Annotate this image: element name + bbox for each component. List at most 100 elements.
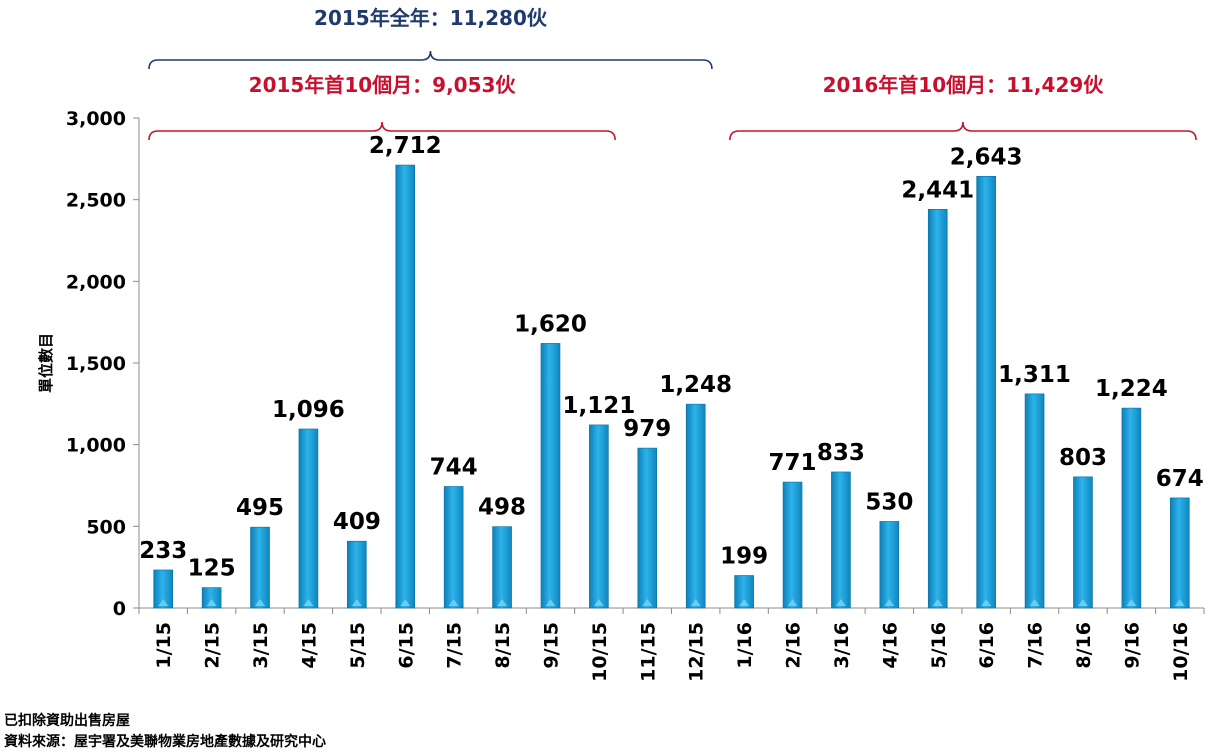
data-label: 199 (720, 543, 768, 569)
bar (1169, 497, 1190, 609)
bar-base-bevel (400, 599, 411, 606)
bar (153, 569, 174, 609)
data-label: 744 (430, 454, 478, 480)
bar-base-bevel (1174, 599, 1185, 606)
bar-base-bevel (642, 599, 653, 606)
bar (1024, 393, 1045, 609)
bar (831, 471, 851, 609)
data-label: 1,121 (563, 393, 636, 419)
y-axis-title: 單位數目 (37, 333, 55, 393)
y-tick-label: 2,500 (66, 190, 126, 212)
bar (976, 176, 996, 609)
y-tick-label: 1,500 (66, 353, 126, 375)
bar-base-bevel (206, 599, 217, 606)
x-tick-label: 9/16 (1121, 622, 1143, 669)
bar (492, 526, 512, 609)
bar (298, 428, 319, 609)
x-tick-label: 2/15 (202, 622, 224, 669)
bar (443, 486, 464, 609)
bar-base-bevel (835, 599, 846, 606)
data-label: 2,643 (950, 144, 1023, 170)
bar (395, 164, 416, 609)
data-label: 833 (817, 440, 865, 466)
bar-chart: 0 500 1,000 1,500 2,000 2,500 3,000 單位數目 233 1/1… (37, 6, 1205, 682)
bar (589, 424, 609, 609)
footnote-note: 已扣除資助出售房屋 (4, 713, 130, 729)
annotation-label: 2015年全年：11,280伙 (314, 6, 548, 30)
x-tick-label: 12/15 (686, 622, 708, 682)
bar-base-bevel (1029, 599, 1040, 606)
data-label: 1,224 (1095, 376, 1168, 402)
data-label: 498 (478, 495, 526, 521)
x-tick-label: 3/16 (831, 622, 853, 669)
bar-base-bevel (545, 599, 556, 606)
annotation-brace (729, 121, 1197, 141)
bar-base-bevel (739, 599, 750, 606)
x-tick-label: 4/16 (879, 622, 901, 669)
data-label: 1,620 (514, 311, 587, 337)
bar (637, 447, 658, 609)
bar-base-bevel (932, 599, 943, 606)
annotation-label: 2016年首10個月：11,429伙 (823, 73, 1105, 97)
data-label: 409 (333, 509, 381, 535)
bar-base-bevel (158, 599, 169, 606)
bar (540, 343, 561, 609)
x-tick-label: 6/16 (976, 622, 998, 669)
bar-base-bevel (593, 599, 604, 606)
x-tick-label: 10/16 (1170, 622, 1192, 682)
data-label: 674 (1156, 466, 1204, 492)
bar (201, 587, 222, 609)
data-label: 1,311 (998, 362, 1071, 388)
x-tick-label: 10/15 (589, 622, 611, 682)
data-label: 803 (1059, 445, 1107, 471)
x-tick-label: 5/15 (347, 622, 369, 669)
bar-base-bevel (1077, 599, 1088, 606)
bar (685, 403, 706, 609)
x-tick-label: 1/16 (734, 622, 756, 669)
x-tick-label: 7/16 (1025, 622, 1047, 669)
bar-base-bevel (497, 599, 508, 606)
x-tick-label: 8/16 (1073, 622, 1095, 669)
bar-base-bevel (303, 599, 314, 606)
x-tick-label: 8/15 (492, 622, 514, 669)
bar-base-bevel (255, 599, 266, 606)
x-tick-label: 6/15 (395, 622, 417, 669)
data-label: 530 (865, 489, 913, 515)
x-tick-label: 4/15 (298, 622, 320, 669)
annotation-label: 2015年首10個月：9,053伙 (249, 73, 517, 97)
x-tick-label: 5/16 (928, 622, 950, 669)
bar-base-bevel (448, 599, 459, 606)
bar (879, 521, 900, 609)
y-tick-label: 3,000 (66, 108, 126, 130)
data-label: 1,096 (272, 397, 345, 423)
x-tick-label: 1/15 (153, 622, 175, 669)
x-tick-label: 3/15 (250, 622, 272, 669)
x-tick-label: 7/15 (444, 622, 466, 669)
bar (1073, 476, 1093, 609)
bar (927, 209, 948, 609)
bar-base-bevel (884, 599, 895, 606)
bar-base-bevel (787, 599, 798, 606)
data-label: 2,712 (369, 133, 442, 159)
bar (782, 481, 803, 609)
bar (347, 540, 367, 609)
x-tick-label: 2/16 (783, 622, 805, 669)
data-label: 1,248 (659, 372, 732, 398)
footnote-source: 資料來源：屋宇署及美聯物業房地產數據及研究中心 (4, 734, 326, 750)
data-label: 233 (139, 538, 187, 564)
data-label: 771 (769, 450, 817, 476)
annotation-brace (148, 121, 616, 141)
bar-base-bevel (1126, 599, 1137, 606)
bar-base-bevel (351, 599, 362, 606)
y-tick-label: 2,000 (66, 271, 126, 293)
y-tick-label: 0 (113, 598, 126, 620)
bar (1121, 407, 1142, 609)
bar-base-bevel (690, 599, 701, 606)
data-label: 979 (623, 416, 671, 442)
data-label: 2,441 (901, 177, 974, 203)
y-tick-label: 1,000 (66, 435, 126, 457)
data-label: 495 (236, 495, 284, 521)
data-label: 125 (188, 556, 236, 582)
y-tick-label: 500 (86, 516, 126, 538)
bar (250, 526, 270, 609)
